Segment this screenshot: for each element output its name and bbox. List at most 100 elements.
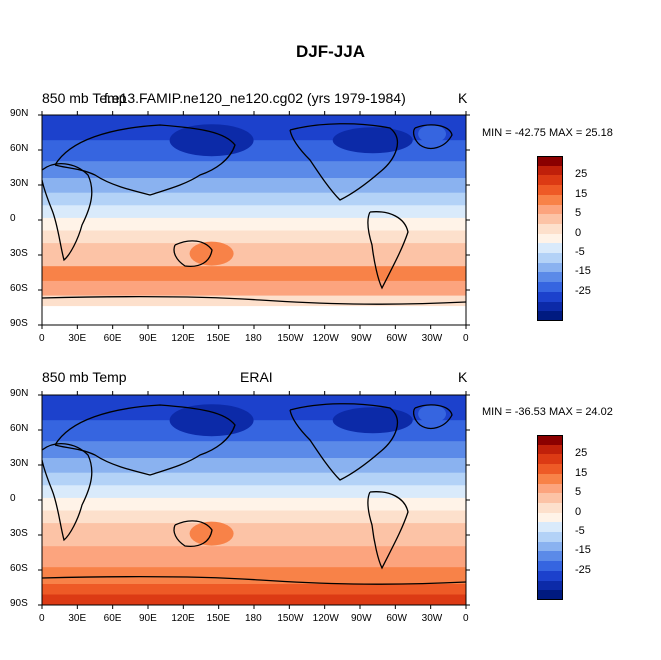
colorbar-swatch xyxy=(537,532,563,543)
lat-label: 60N xyxy=(10,423,29,434)
lon-label: 0 xyxy=(39,613,45,624)
map-1 xyxy=(38,111,470,329)
colorbar-label: 25 xyxy=(575,447,588,460)
panel-2-units: K xyxy=(458,369,468,385)
siberia-cold-core xyxy=(169,404,254,437)
lon-label: 60W xyxy=(386,613,407,624)
lon-label: 30W xyxy=(421,613,443,624)
colorbar-label: 5 xyxy=(575,486,582,499)
panel-1-center-title: f.e13.FAMIP.ne120_ne120.cg02 (yrs 1979-1… xyxy=(104,90,406,106)
siberia-cold-core xyxy=(169,124,254,157)
temperature-band xyxy=(42,458,466,474)
colorbar-label: 5 xyxy=(575,207,582,220)
lon-label: 120E xyxy=(171,333,195,344)
colorbar-swatch xyxy=(537,590,563,601)
colorbar-swatch xyxy=(537,233,563,244)
colorbar-label: -15 xyxy=(575,265,591,278)
lat-label: 90N xyxy=(10,388,29,399)
colorbar-swatch xyxy=(537,291,563,303)
colorbar-swatch xyxy=(537,570,563,582)
coastline xyxy=(41,296,467,305)
lon-label: 150W xyxy=(277,613,304,624)
temperature-band xyxy=(42,441,466,459)
lat-label: 30S xyxy=(10,528,28,539)
lon-label: 60E xyxy=(103,333,122,344)
colorbar-swatch xyxy=(537,185,563,196)
colorbar-swatch xyxy=(537,473,563,485)
temperature-band xyxy=(42,161,466,179)
colorbar-swatch xyxy=(537,301,563,312)
temperature-band xyxy=(42,497,466,511)
temperature-band xyxy=(42,510,466,524)
colorbar-swatch xyxy=(537,272,563,283)
colorbar-swatch xyxy=(537,223,563,235)
colorbar-1 xyxy=(537,156,563,322)
colorbar-swatch xyxy=(537,243,563,254)
lat-label: 60S xyxy=(10,283,28,294)
coastline xyxy=(413,124,453,149)
lon-label: 90E xyxy=(139,613,157,624)
colorbar-label: 25 xyxy=(575,168,588,181)
colorbar-swatch xyxy=(537,561,563,572)
map-2 xyxy=(38,391,470,609)
lat-label: 60N xyxy=(10,143,29,154)
colorbar-swatch xyxy=(537,435,563,446)
lon-label: 150W xyxy=(277,333,304,344)
lon-label: 0 xyxy=(463,613,469,624)
temperature-band xyxy=(42,523,466,547)
colorbar-swatch xyxy=(537,282,563,293)
temperature-band xyxy=(42,230,466,244)
colorbar-label: -15 xyxy=(575,544,591,557)
colorbar-label: 15 xyxy=(575,466,588,479)
lon-label: 150E xyxy=(206,333,231,344)
colorbar-label: -25 xyxy=(575,563,591,576)
colorbar-swatch xyxy=(537,253,563,264)
colorbar-swatch xyxy=(537,156,563,167)
coastline xyxy=(289,123,399,201)
panel-2-stats: MIN = -36.53 MAX = 24.02 xyxy=(482,406,613,418)
temperature-band xyxy=(42,266,466,282)
lon-label: 0 xyxy=(463,333,469,344)
colorbar-swatch xyxy=(537,454,563,465)
colorbar-frame xyxy=(537,156,563,321)
temperature-band xyxy=(42,594,466,606)
colorbar-swatch xyxy=(537,522,563,533)
colorbar-label: -25 xyxy=(575,284,591,297)
colorbar-swatch xyxy=(537,165,563,176)
colorbar-swatch xyxy=(537,502,563,514)
lat-label: 90N xyxy=(10,108,29,119)
coastline xyxy=(41,443,93,542)
colorbar-swatch xyxy=(537,464,563,475)
lon-label: 30E xyxy=(68,333,87,344)
colorbar-label: 0 xyxy=(575,226,582,239)
colorbar-swatch xyxy=(537,194,563,206)
temperature-band xyxy=(42,217,466,231)
colorbar-label: -5 xyxy=(575,525,585,538)
figure-title: DJF-JJA xyxy=(296,42,365,61)
colorbar-swatch xyxy=(537,204,563,215)
colorbar-frame xyxy=(537,435,563,600)
colorbar-swatch xyxy=(537,262,563,273)
lat-label: 30N xyxy=(10,178,29,189)
panel-2-left-title: 850 mb Temp xyxy=(42,369,127,385)
lon-label: 30E xyxy=(68,613,87,624)
coastline xyxy=(413,404,453,429)
lat-label: 30S xyxy=(10,248,28,259)
colorbar-label: -5 xyxy=(575,246,585,259)
colorbar-swatch xyxy=(537,311,563,322)
coastline xyxy=(41,163,93,262)
lat-label: 90S xyxy=(10,598,28,609)
lat-label: 60S xyxy=(10,563,28,574)
colorbar-swatch xyxy=(537,580,563,591)
panel-2-center-title: ERAI xyxy=(240,369,273,385)
lon-label: 120W xyxy=(312,613,339,624)
lon-label: 120E xyxy=(171,613,195,624)
temperature-band xyxy=(42,584,466,595)
coastline xyxy=(289,403,399,481)
temperature-band xyxy=(42,280,466,297)
lat-label: 30N xyxy=(10,458,29,469)
temperature-band xyxy=(42,295,466,307)
lat-label: 0 xyxy=(10,213,16,224)
lon-label: 90W xyxy=(351,333,372,344)
lon-label: 0 xyxy=(39,333,45,344)
